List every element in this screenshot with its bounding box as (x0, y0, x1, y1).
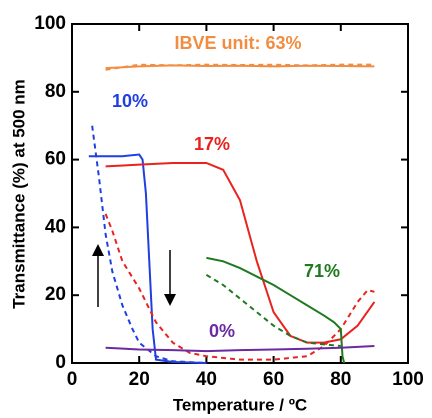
y-tick-label: 40 (45, 216, 66, 237)
series-line (205, 274, 341, 348)
x-tick-label: 20 (129, 369, 150, 390)
series-line (105, 63, 375, 71)
y-axis-title: Transmittance (%) at 500 nm (9, 79, 28, 309)
annotation: 17% (194, 134, 230, 154)
annotation: 10% (112, 91, 148, 111)
x-tick-label: 40 (196, 369, 217, 390)
series-line (104, 213, 375, 361)
y-tick-label: 80 (45, 81, 66, 102)
series-line (206, 256, 346, 364)
x-axis-title: Temperature / ºC (173, 395, 307, 414)
series-line (105, 64, 375, 70)
series-line (105, 345, 375, 353)
series-line (105, 161, 376, 344)
annotation: 0% (209, 321, 235, 341)
x-tick-label: 80 (330, 369, 351, 390)
series-line (91, 125, 207, 364)
y-tick-label: 100 (34, 13, 66, 34)
x-tick-label: 100 (392, 369, 424, 390)
annotation: 71% (304, 261, 340, 281)
x-tick-label: 0 (67, 369, 78, 390)
y-tick-label: 20 (45, 284, 66, 305)
annotation: IBVE unit: 63% (174, 33, 301, 53)
y-tick-label: 60 (45, 149, 66, 170)
series-line (88, 153, 207, 364)
x-tick-label: 60 (263, 369, 284, 390)
y-tick-label: 0 (55, 352, 66, 373)
plot-frame (71, 23, 409, 364)
